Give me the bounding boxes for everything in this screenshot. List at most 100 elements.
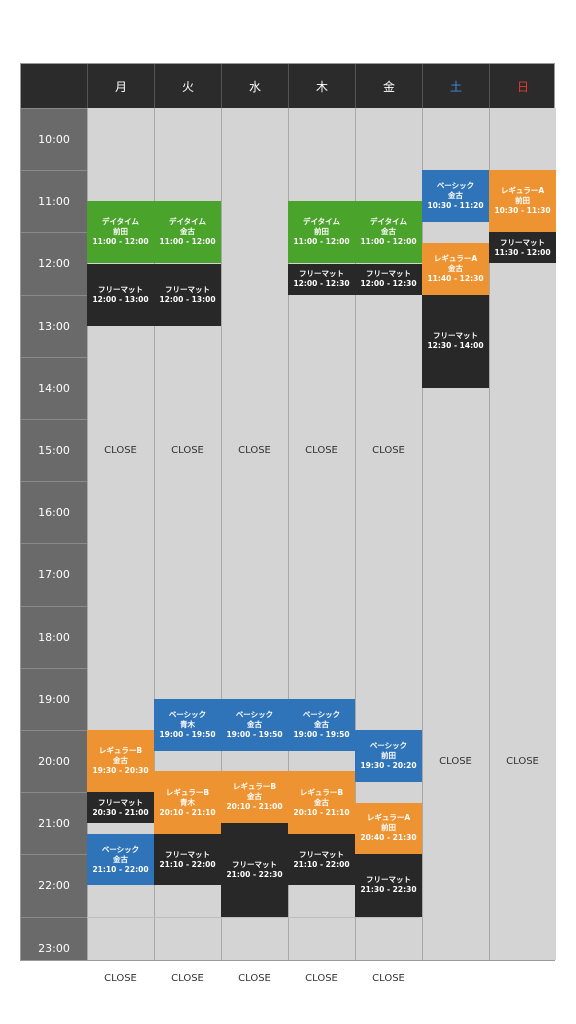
class-name: ベーシック <box>101 844 140 854</box>
class-block[interactable]: ベーシック 金古 21:10 - 22:00 <box>87 833 154 886</box>
close-label: CLOSE <box>238 973 271 985</box>
close-label: CLOSE <box>372 973 405 985</box>
class-time: 20:10 - 21:00 <box>226 802 283 812</box>
class-time: 20:10 - 21:10 <box>293 807 350 817</box>
class-block[interactable]: フリーマット 12:00 - 12:30 <box>288 263 355 295</box>
class-block[interactable]: フリーマット 12:00 - 12:30 <box>355 263 422 295</box>
class-teacher: 青木 <box>180 719 195 729</box>
time-label: 13:00 <box>21 294 87 357</box>
class-time: 21:00 - 22:30 <box>226 869 283 879</box>
class-block[interactable]: ベーシック 金古 19:00 - 19:50 <box>221 698 288 751</box>
class-block[interactable]: レギュラーB 青木 20:10 - 21:10 <box>154 771 221 834</box>
time-label: 20:00 <box>21 730 87 792</box>
time-label: 10:00 <box>21 108 87 170</box>
class-time: 10:30 - 11:20 <box>427 201 484 211</box>
close-label: CLOSE <box>506 755 539 767</box>
close-label: CLOSE <box>439 755 472 767</box>
class-block[interactable]: レギュラーA 前田 20:40 - 21:30 <box>355 802 422 855</box>
class-time: 12:00 - 13:00 <box>159 294 216 304</box>
class-block[interactable]: フリーマット 21:30 - 22:30 <box>355 854 422 917</box>
class-teacher: 前田 <box>515 196 530 206</box>
class-name: デイタイム <box>369 217 408 227</box>
class-time: 19:00 - 19:50 <box>226 729 283 739</box>
class-time: 12:00 - 12:30 <box>360 279 417 289</box>
class-name: デイタイム <box>302 217 341 227</box>
close-label: CLOSE <box>171 444 204 456</box>
class-block[interactable]: デイタイム 金古 11:00 - 12:00 <box>154 201 221 264</box>
time-label: 22:00 <box>21 854 87 916</box>
class-block[interactable]: デイタイム 前田 11:00 - 12:00 <box>288 201 355 264</box>
header-corner <box>21 64 87 108</box>
class-block[interactable]: フリーマット 12:00 - 13:00 <box>87 263 154 326</box>
time-label: 21:00 <box>21 792 87 854</box>
class-name: フリーマット <box>299 849 344 859</box>
class-block[interactable]: レギュラーB 金古 19:30 - 20:30 <box>87 730 154 793</box>
class-teacher: 前田 <box>113 227 128 237</box>
class-block[interactable]: フリーマット 21:10 - 22:00 <box>288 833 355 886</box>
row-divider <box>87 916 420 918</box>
class-time: 21:10 - 22:00 <box>293 859 350 869</box>
class-time: 19:30 - 20:20 <box>360 760 417 770</box>
class-teacher: 青木 <box>180 797 195 807</box>
day-header-2: 水 <box>221 64 288 108</box>
time-label: 11:00 <box>21 170 87 232</box>
class-block[interactable]: デイタイム 金古 11:00 - 12:00 <box>355 201 422 264</box>
day-header-6: 日 <box>489 64 556 108</box>
time-column: 10:00 11:00 12:00 13:00 14:00 15:00 16:00 17:00… <box>21 108 87 960</box>
close-label: CLOSE <box>305 973 338 985</box>
class-teacher: 金古 <box>448 263 463 273</box>
class-name: レギュラーA <box>433 253 478 263</box>
close-label: CLOSE <box>104 444 137 456</box>
class-name: フリーマット <box>433 331 478 341</box>
class-block[interactable]: レギュラーB 金古 20:10 - 21:00 <box>221 771 288 824</box>
class-block[interactable]: ベーシック 金古 19:00 - 19:50 <box>288 698 355 751</box>
class-block[interactable]: レギュラーB 金古 20:10 - 21:10 <box>288 771 355 834</box>
class-block[interactable]: ベーシック 前田 19:30 - 20:20 <box>355 730 422 782</box>
class-name: フリーマット <box>98 284 143 294</box>
class-name: レギュラーB <box>98 746 143 756</box>
class-block[interactable]: レギュラーA 前田 10:30 - 11:30 <box>489 170 556 233</box>
time-label: 23:00 <box>21 916 87 979</box>
class-name: レギュラーB <box>232 782 277 792</box>
day-column-5 <box>422 108 489 960</box>
class-teacher: 前田 <box>381 823 396 833</box>
class-name: ベーシック <box>168 709 207 719</box>
class-block[interactable]: ベーシック 青木 19:00 - 19:50 <box>154 698 221 751</box>
class-block[interactable]: フリーマット 12:30 - 14:00 <box>422 294 489 388</box>
class-time: 19:00 - 19:50 <box>159 729 216 739</box>
class-block[interactable]: フリーマット 12:00 - 13:00 <box>154 263 221 326</box>
class-block[interactable]: フリーマット 20:30 - 21:00 <box>87 792 154 824</box>
class-time: 10:30 - 11:30 <box>494 206 551 216</box>
class-time: 11:30 - 12:00 <box>494 247 551 257</box>
schedule-grid: 月火水木金土日 10:00 11:00 12:00 13:00 14:00 15:00 16… <box>20 63 556 984</box>
class-block[interactable]: レギュラーA 金古 11:40 - 12:30 <box>422 242 489 295</box>
day-header-3: 木 <box>288 64 355 108</box>
class-name: ベーシック <box>235 709 274 719</box>
class-teacher: 金古 <box>448 191 463 201</box>
class-time: 20:40 - 21:30 <box>360 833 417 843</box>
class-name: レギュラーA <box>500 186 545 196</box>
class-block[interactable]: フリーマット 21:00 - 22:30 <box>221 823 288 917</box>
close-label: CLOSE <box>238 444 271 456</box>
class-teacher: 金古 <box>113 756 128 766</box>
class-teacher: 金古 <box>314 719 329 729</box>
class-time: 11:00 - 12:00 <box>293 237 350 247</box>
class-name: フリーマット <box>165 849 210 859</box>
class-name: レギュラーB <box>299 787 344 797</box>
class-name: フリーマット <box>366 875 411 885</box>
class-name: ベーシック <box>369 740 408 750</box>
close-label: CLOSE <box>104 973 137 985</box>
class-name: フリーマット <box>232 859 277 869</box>
class-time: 19:00 - 19:50 <box>293 729 350 739</box>
class-block[interactable]: フリーマット 21:10 - 22:00 <box>154 833 221 886</box>
class-time: 20:10 - 21:10 <box>159 807 216 817</box>
time-label: 12:00 <box>21 232 87 294</box>
time-label: 15:00 <box>21 419 87 481</box>
day-header-0: 月 <box>87 64 154 108</box>
class-block[interactable]: ベーシック 金古 10:30 - 11:20 <box>422 170 489 223</box>
day-header-1: 火 <box>154 64 221 108</box>
class-time: 11:00 - 12:00 <box>360 237 417 247</box>
class-block[interactable]: フリーマット 11:30 - 12:00 <box>489 232 556 264</box>
time-label: 16:00 <box>21 481 87 543</box>
class-block[interactable]: デイタイム 前田 11:00 - 12:00 <box>87 201 154 264</box>
